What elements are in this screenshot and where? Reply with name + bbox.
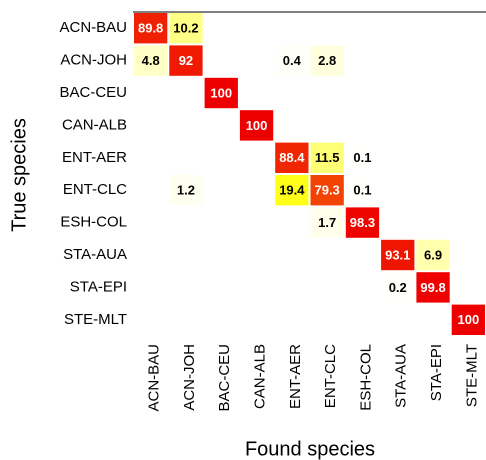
cell: [310, 207, 344, 238]
x-tick-label: ACN-JOH: [181, 344, 198, 411]
y-tick-label: ACN-JOH: [60, 52, 127, 69]
y-tick-label: STE-MLT: [64, 311, 127, 328]
cell: [239, 110, 274, 141]
cell-label: 100: [210, 85, 232, 100]
y-tick-label: ESH-COL: [60, 214, 127, 231]
cell-label: 4.8: [142, 53, 160, 68]
cell: [169, 13, 203, 44]
cell-label: 0.2: [389, 280, 407, 295]
x-tick-label: CAN-ALB: [252, 344, 269, 409]
cell-label: 88.4: [279, 150, 305, 165]
cell-label: 79.3: [314, 183, 339, 198]
y-tick-label: STA-AUA: [63, 246, 127, 263]
cell: [204, 77, 238, 109]
cell: [310, 142, 344, 173]
cell: [381, 239, 415, 271]
cell: [345, 175, 380, 206]
cell-label: 0.1: [353, 150, 371, 165]
x-tick-label: ENT-AER: [287, 344, 304, 409]
x-tick-label: STA-AUA: [393, 344, 410, 408]
x-axis-title: Found species: [245, 438, 375, 460]
cell-label: 11.5: [315, 150, 340, 165]
x-tick-label: STA-EPI: [428, 344, 445, 401]
cell-label: 99.8: [420, 280, 445, 295]
cell: [310, 175, 344, 206]
cell-label: 0.4: [283, 53, 302, 68]
cell: [345, 207, 380, 238]
x-tick-label: BAC-CEU: [216, 344, 233, 412]
cell: [310, 45, 344, 76]
cell: [345, 142, 380, 173]
cell: [169, 45, 203, 76]
y-tick-label: ENT-CLC: [63, 181, 127, 198]
y-tick-label: STA-EPI: [70, 278, 127, 295]
cell-label: 89.8: [138, 21, 163, 36]
y-axis-title: True species: [8, 118, 30, 232]
x-tick-label: ACN-BAU: [146, 344, 163, 412]
y-tick-label: ACN-BAU: [59, 19, 127, 36]
y-tick-label: CAN-ALB: [62, 116, 127, 133]
cell-label: 92: [179, 53, 193, 68]
cell-label: 100: [246, 118, 268, 133]
cell-label: 10.2: [173, 21, 198, 36]
cell-label: 2.8: [318, 53, 336, 68]
cell: [275, 142, 309, 173]
cell: [416, 272, 450, 303]
cell-label: 0.1: [353, 183, 371, 198]
cell-label: 19.4: [279, 183, 305, 198]
cell-label: 100: [457, 312, 479, 327]
cell-label: 1.7: [318, 215, 336, 230]
cell-label: 6.9: [424, 247, 442, 262]
cell: [416, 239, 450, 271]
cell-label: 1.2: [177, 183, 195, 198]
cell: [275, 175, 309, 206]
cell: [381, 272, 415, 303]
cell: [169, 175, 203, 206]
cell-label: 98.3: [350, 215, 375, 230]
cell: [275, 45, 309, 76]
cell: [134, 13, 168, 44]
y-tick-label: ENT-AER: [62, 149, 127, 166]
x-tick-label: ENT-CLC: [322, 344, 339, 408]
x-tick-label: ESH-COL: [357, 344, 374, 411]
cell: [134, 45, 168, 76]
y-tick-label: BAC-CEU: [59, 84, 127, 101]
x-tick-label: STE-MLT: [463, 344, 480, 407]
cell: [451, 304, 485, 335]
cell-label: 93.1: [385, 247, 410, 262]
